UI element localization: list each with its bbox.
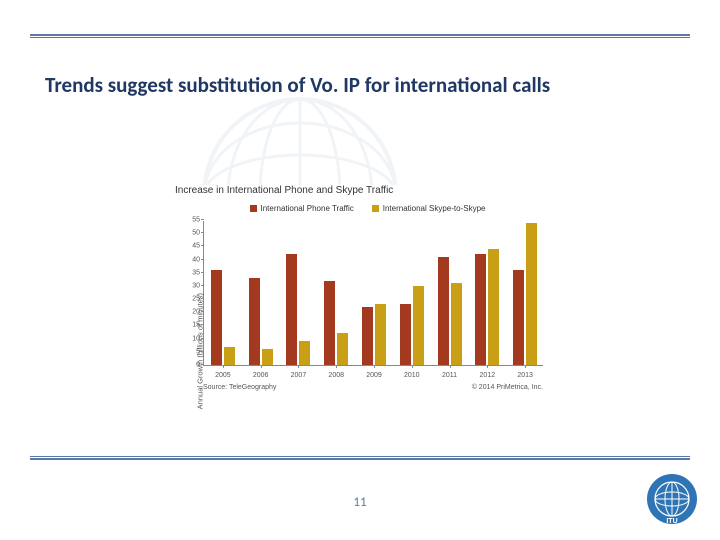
legend-item: International Skype-to-Skype	[372, 204, 486, 213]
bar	[526, 223, 537, 365]
legend-swatch	[250, 205, 257, 212]
bar	[324, 281, 335, 365]
ytick-label: 20	[182, 309, 200, 316]
xtick-mark	[261, 365, 262, 368]
ytick-label: 25	[182, 296, 200, 303]
legend-item: International Phone Traffic	[250, 204, 354, 213]
xtick-mark	[487, 365, 488, 368]
ytick-label: 50	[182, 230, 200, 237]
bar	[488, 249, 499, 365]
bar	[375, 304, 386, 365]
ytick-label: 5	[182, 348, 200, 355]
legend-label: International Phone Traffic	[261, 204, 354, 213]
ytick-label: 55	[182, 217, 200, 224]
ytick-label: 45	[182, 243, 200, 250]
xtick-mark	[298, 365, 299, 368]
bar	[286, 254, 297, 365]
ytick-label: 10	[182, 335, 200, 342]
xtick-label: 2007	[291, 372, 307, 379]
ytick-label: 15	[182, 322, 200, 329]
bar	[513, 270, 524, 365]
xtick-label: 2010	[404, 372, 420, 379]
ytick-mark	[201, 324, 204, 325]
ytick-mark	[201, 232, 204, 233]
xtick-label: 2005	[215, 372, 231, 379]
chart-plot-area: Annual Growth (billions of minutes) 0510…	[203, 221, 543, 366]
top-rule	[30, 34, 690, 38]
ytick-mark	[201, 351, 204, 352]
slide: Trends suggest substitution of Vo. IP fo…	[0, 0, 720, 540]
xtick-mark	[374, 365, 375, 368]
bar	[262, 349, 273, 365]
page-number: 11	[0, 495, 720, 510]
ytick-label: 40	[182, 256, 200, 263]
legend-swatch	[372, 205, 379, 212]
slide-title: Trends suggest substitution of Vo. IP fo…	[45, 72, 675, 98]
xtick-label: 2008	[328, 372, 344, 379]
ytick-label: 0	[182, 362, 200, 369]
ytick-mark	[201, 338, 204, 339]
bar	[475, 254, 486, 365]
chart-footer: Source: TeleGeography © 2014 PriMetrica,…	[203, 384, 543, 391]
ytick-mark	[201, 272, 204, 273]
bar	[400, 304, 411, 365]
xtick-mark	[336, 365, 337, 368]
xtick-mark	[450, 365, 451, 368]
bar	[413, 286, 424, 365]
xtick-label: 2011	[442, 372, 457, 379]
bar	[438, 257, 449, 365]
bar	[299, 341, 310, 365]
ytick-mark	[201, 259, 204, 260]
ytick-mark	[201, 311, 204, 312]
xtick-label: 2006	[253, 372, 269, 379]
bar	[337, 333, 348, 365]
legend-label: International Skype-to-Skype	[383, 204, 486, 213]
chart-container: Increase in International Phone and Skyp…	[175, 185, 560, 410]
xtick-label: 2013	[517, 372, 533, 379]
xtick-mark	[412, 365, 413, 368]
ytick-mark	[201, 219, 204, 220]
ytick-label: 35	[182, 269, 200, 276]
chart-source-right: © 2014 PriMetrica, Inc.	[472, 384, 543, 391]
svg-text:ITU: ITU	[666, 518, 677, 525]
chart-title: Increase in International Phone and Skyp…	[175, 185, 560, 196]
ytick-mark	[201, 245, 204, 246]
xtick-mark	[223, 365, 224, 368]
bar	[362, 307, 373, 365]
chart-legend: International Phone Traffic International…	[175, 204, 560, 213]
bar	[249, 278, 260, 365]
ytick-mark	[201, 298, 204, 299]
bar	[451, 283, 462, 365]
chart-source-left: Source: TeleGeography	[203, 384, 276, 391]
ytick-mark	[201, 285, 204, 286]
xtick-label: 2012	[480, 372, 496, 379]
bar	[224, 347, 235, 365]
ytick-label: 30	[182, 282, 200, 289]
xtick-label: 2009	[366, 372, 382, 379]
itu-logo: ITU	[646, 473, 698, 525]
bottom-rule	[30, 456, 690, 460]
ytick-mark	[201, 364, 204, 365]
xtick-mark	[525, 365, 526, 368]
bar	[211, 270, 222, 365]
